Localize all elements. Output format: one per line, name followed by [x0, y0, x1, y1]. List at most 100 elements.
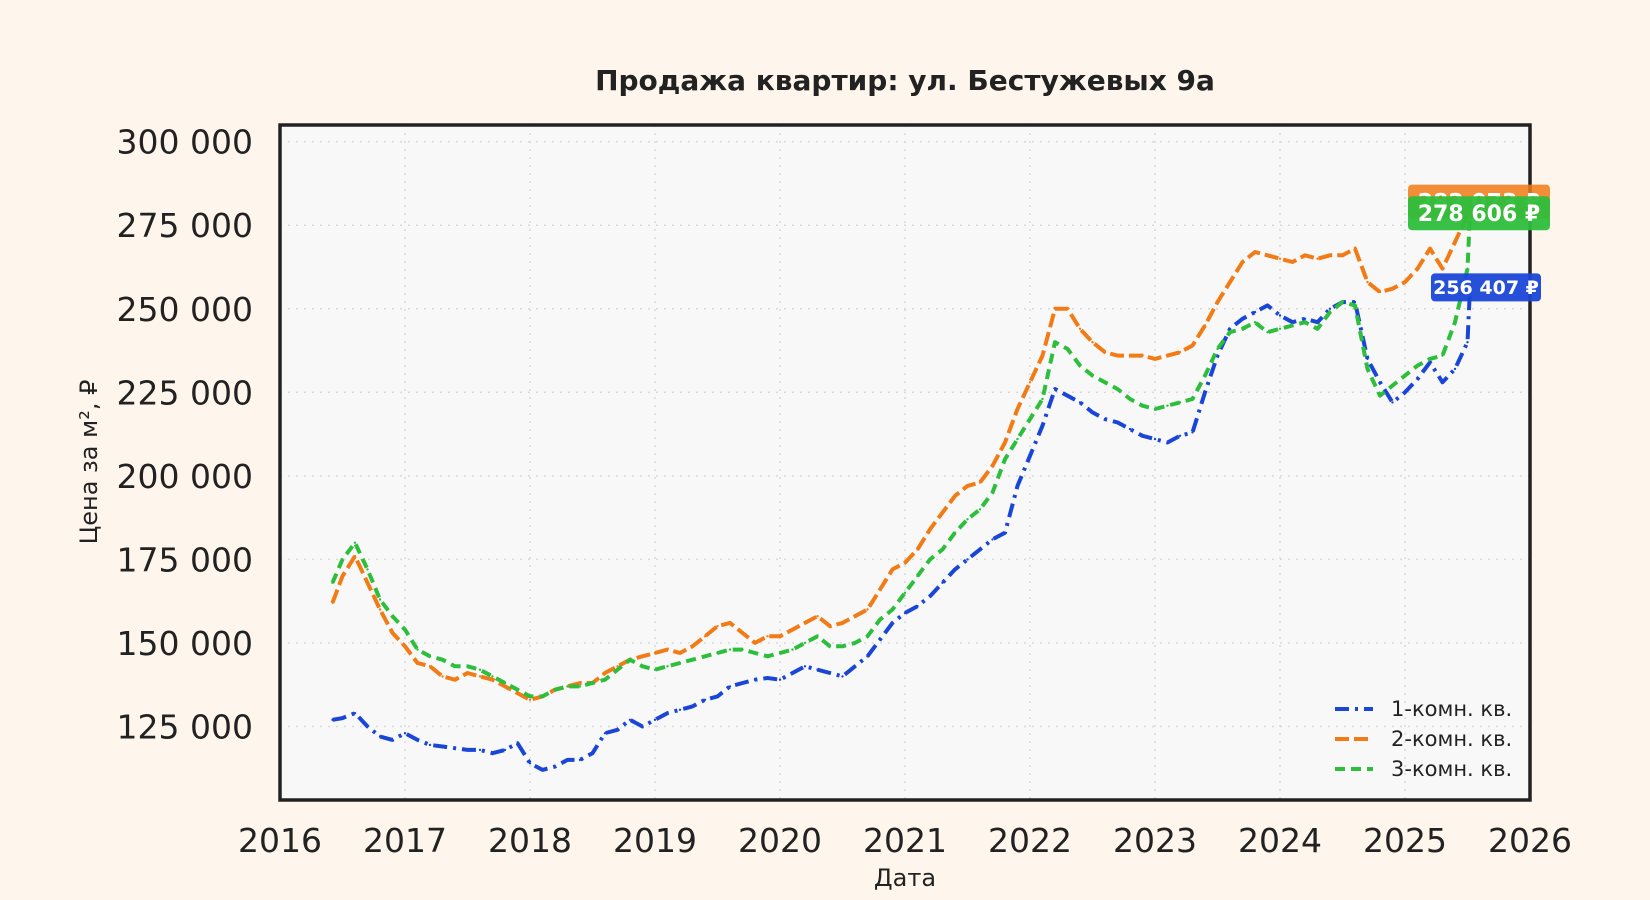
- y-tick-label: 225 000: [117, 373, 253, 412]
- y-tick-label: 200 000: [117, 457, 253, 496]
- data-point: [791, 628, 794, 631]
- data-point: [341, 716, 344, 720]
- data-point: [1203, 324, 1207, 327]
- data-point: [766, 635, 769, 638]
- data-point: [578, 685, 582, 688]
- data-point: [691, 658, 694, 661]
- data-point: [1391, 287, 1394, 290]
- data-point: [378, 598, 382, 601]
- series-layer: [330, 200, 1472, 772]
- data-point: [553, 765, 557, 768]
- data-point: [641, 655, 644, 658]
- x-axis-label: Дата: [874, 864, 936, 892]
- data-point: [516, 688, 519, 691]
- legend: 1-комн. кв. 2-комн. кв. 3-комн. кв.: [1335, 697, 1512, 781]
- data-point: [1028, 454, 1032, 457]
- data-point: [578, 758, 582, 762]
- y-tick-label: 250 000: [117, 290, 253, 329]
- data-point: [791, 648, 794, 651]
- end-label-box: [1408, 196, 1550, 231]
- data-point: [853, 665, 857, 668]
- data-point: [403, 628, 407, 631]
- data-point: [1466, 267, 1469, 270]
- plot-frame: [278, 123, 1532, 802]
- data-point: [678, 708, 682, 711]
- data-point: [366, 581, 369, 584]
- data-point: [1428, 247, 1432, 250]
- data-point: [528, 695, 532, 698]
- data-point: [1278, 257, 1282, 260]
- data-point: [1241, 317, 1244, 320]
- data-point: [1116, 387, 1119, 391]
- data-point: [353, 541, 357, 544]
- data-point: [1266, 254, 1269, 257]
- data-point: [1341, 254, 1344, 257]
- chart-title: Продажа квартир: ул. Бестужевых 9а: [595, 64, 1215, 97]
- data-point: [966, 484, 969, 488]
- data-point: [466, 748, 469, 752]
- data-point: [1028, 417, 1032, 421]
- data-point: [628, 718, 632, 721]
- data-point: [953, 494, 957, 498]
- data-point: [991, 491, 994, 494]
- data-point: [428, 655, 432, 658]
- data-point: [1016, 484, 1019, 488]
- data-point: [1216, 300, 1219, 304]
- data-point: [416, 648, 419, 651]
- data-point: [491, 678, 494, 681]
- data-point: [1078, 401, 1082, 404]
- y-tick-label: 150 000: [117, 624, 253, 663]
- data-point: [1191, 344, 1194, 347]
- data-point: [378, 735, 382, 738]
- data-point: [678, 651, 682, 655]
- data-point: [653, 668, 657, 671]
- data-point: [553, 688, 557, 691]
- data-point: [741, 648, 744, 651]
- data-point: [1328, 254, 1332, 257]
- data-point: [1053, 341, 1057, 344]
- data-point: [716, 651, 719, 655]
- data-point: [1428, 357, 1432, 361]
- data-point: [541, 695, 544, 698]
- data-point: [1166, 354, 1169, 357]
- y-axis-ticks: 125 000 150 000 175 000 200 000 225 000 250 0…: [117, 123, 253, 747]
- data-point: [1078, 364, 1082, 367]
- data-point: [1041, 424, 1044, 427]
- data-point: [1141, 434, 1144, 437]
- data-point: [1366, 280, 1369, 284]
- data-point: [391, 631, 394, 635]
- data-point: [1416, 364, 1419, 367]
- data-point: [1253, 310, 1257, 314]
- data-point: [453, 678, 457, 681]
- data-point: [841, 621, 844, 625]
- data-point: [403, 732, 407, 735]
- data-point: [878, 638, 882, 641]
- data-point: [903, 561, 907, 564]
- data-point: [678, 661, 682, 665]
- data-point: [703, 655, 707, 658]
- data-point: [753, 651, 757, 655]
- data-point: [391, 615, 394, 618]
- data-point: [941, 581, 944, 584]
- data-point: [1228, 331, 1232, 334]
- data-point: [941, 548, 944, 551]
- data-point: [366, 725, 369, 728]
- data-point: [1178, 401, 1182, 404]
- end-label-box: [1431, 273, 1541, 302]
- data-point: [1141, 354, 1144, 357]
- data-point: [453, 665, 457, 668]
- data-point: [428, 743, 432, 747]
- data-point: [1128, 354, 1132, 357]
- data-point: [1316, 257, 1319, 260]
- data-point: [803, 641, 807, 645]
- data-point: [966, 518, 969, 521]
- data-point: [503, 685, 507, 688]
- data-point: [791, 671, 794, 675]
- data-point: [416, 738, 419, 742]
- data-point: [978, 508, 982, 511]
- data-point: [591, 681, 594, 685]
- data-point: [1066, 347, 1069, 351]
- data-point: [1066, 307, 1069, 310]
- data-point: [528, 698, 532, 701]
